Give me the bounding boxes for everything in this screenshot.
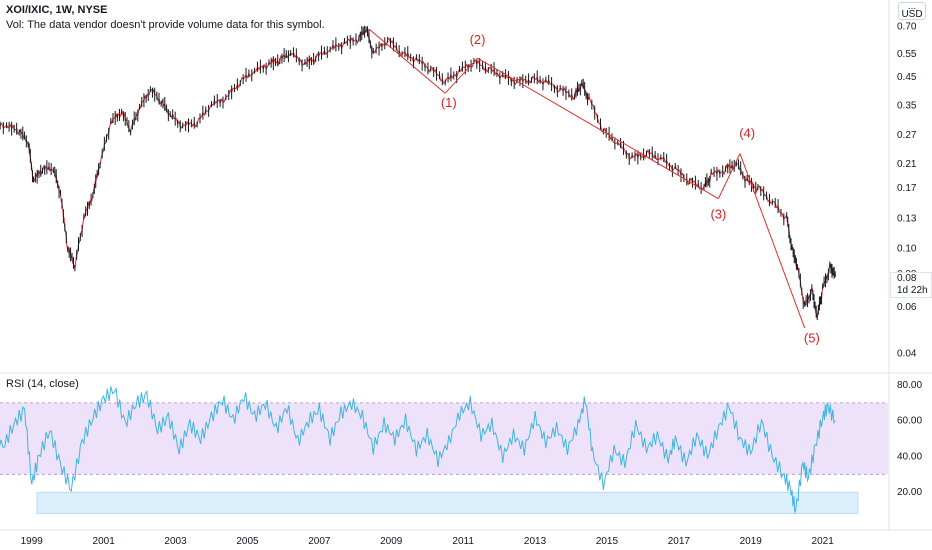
- price-tick-label: 0.04: [897, 348, 917, 359]
- price-tick-label: 0.70: [897, 21, 917, 32]
- wave-label: (1): [441, 95, 457, 110]
- time-tick-label: 2011: [452, 536, 474, 547]
- time-tick-label: 2017: [668, 536, 691, 547]
- price-tick-label: 0.06: [897, 302, 917, 313]
- price-tick-label: 0.21: [897, 159, 917, 170]
- time-tick-label: 2015: [596, 536, 619, 547]
- price-tick-label: 0.35: [897, 101, 917, 112]
- rsi-tick-label: 20.00: [897, 487, 922, 498]
- time-tick-label: 2021: [812, 536, 835, 547]
- wave-label: (3): [710, 207, 726, 222]
- elliott-wave-lines: [369, 29, 806, 329]
- time-axis: 1999 2001 2003 2005 2007 2009 2011 2013 2015 2017…: [21, 536, 835, 547]
- rsi-series: [0, 386, 836, 514]
- rsi-axis: 20.00 40.00 60.00 80.00: [897, 380, 922, 498]
- volume-note: Vol: The data vendor doesn't provide vol…: [6, 19, 325, 31]
- rsi-title[interactable]: RSI (14, close): [6, 378, 79, 390]
- wave-segment: [739, 153, 806, 329]
- wave-label: (2): [470, 32, 486, 47]
- time-tick-label: 2007: [308, 536, 331, 547]
- rsi-line: [0, 386, 836, 514]
- time-tick-label: 2013: [524, 536, 547, 547]
- wave-label: (5): [804, 331, 820, 346]
- price-tick-label: 0.45: [897, 72, 917, 83]
- price-tick-label: 0.55: [897, 49, 917, 60]
- time-tick-label: 2005: [236, 536, 259, 547]
- price-series: [0, 25, 836, 321]
- price-line: [0, 28, 836, 319]
- rsi-tick-label: 80.00: [897, 380, 922, 391]
- time-tick-label: 2001: [93, 536, 116, 547]
- rsi-tick-label: 40.00: [897, 451, 922, 462]
- rsi-tick-label: 60.00: [897, 416, 922, 427]
- currency-button[interactable]: ... USD: [898, 2, 926, 20]
- last-price-value: 0.08: [897, 273, 917, 284]
- time-tick-label: 2019: [740, 536, 763, 547]
- bar-countdown: 1d 22h: [897, 285, 928, 296]
- price-tick-label: 0.17: [897, 183, 917, 194]
- wave-label: (4): [739, 125, 755, 140]
- time-tick-label: 2003: [164, 536, 187, 547]
- wave-segment: [717, 153, 741, 199]
- wave-segment: [477, 57, 719, 200]
- elliott-wave-labels: (1) (2) (3) (4) (5): [441, 32, 820, 346]
- currency-button-label: USD: [901, 9, 923, 20]
- wave-segment: [369, 29, 446, 94]
- symbol-title[interactable]: XOI/IXIC, 1W, NYSE: [6, 4, 108, 16]
- rsi-panel: [0, 402, 888, 515]
- rsi-band: [0, 402, 888, 475]
- price-tick-label: 0.27: [897, 130, 917, 141]
- price-grid: [0, 0, 932, 531]
- time-tick-label: 2009: [380, 536, 403, 547]
- time-tick-label: 1999: [21, 536, 44, 547]
- rsi-low-zone: [36, 491, 859, 515]
- price-tick-label: 0.13: [897, 214, 917, 225]
- last-price-badge: 0.08 1d 22h: [890, 272, 932, 298]
- currency-button-dots: ...: [907, 1, 917, 12]
- wave-segment: [444, 57, 478, 94]
- price-tick-label: 0.10: [897, 244, 917, 255]
- price-axis: 0.04 0.06 0.08 0.10 0.13 0.17 0.21 0.27 0.35 0.45…: [897, 21, 917, 359]
